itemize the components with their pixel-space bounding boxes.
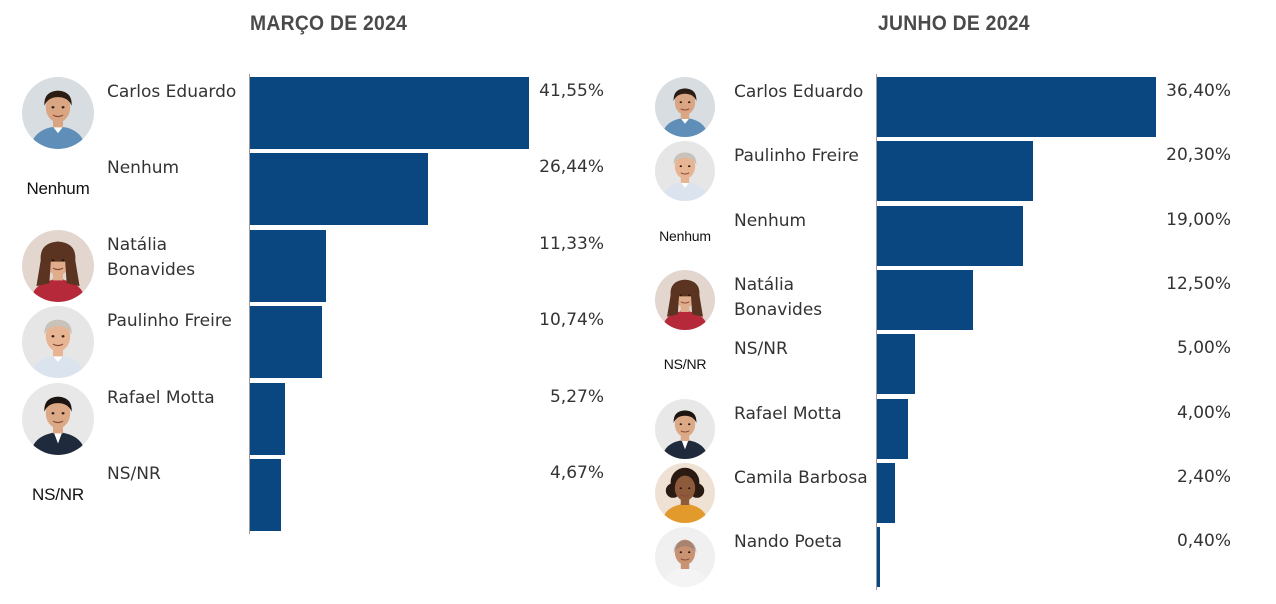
bar <box>250 459 282 531</box>
avatar-text-badge: NS/NR <box>22 459 94 531</box>
chart-title: JUNHO DE 2024 <box>878 12 1030 35</box>
data-label: 11,33% <box>539 233 604 254</box>
avatar-text-badge: Nenhum <box>22 153 94 226</box>
bar <box>877 205 1023 266</box>
category-label: NS/NR <box>107 464 161 484</box>
bar <box>877 462 896 523</box>
bar <box>250 229 327 302</box>
bar <box>877 527 881 588</box>
data-label: 19,00% <box>1166 209 1231 230</box>
avatar-photo <box>655 141 715 202</box>
bar <box>250 306 323 379</box>
category-label: Nando Poeta <box>734 532 843 553</box>
category-label: NS/NR <box>734 339 788 360</box>
category-label: Natália Bonavides <box>107 234 196 280</box>
chart-march-2024: MARÇO DE 2024 Carlos Eduardo 41,55% Nenhum… <box>0 0 620 604</box>
category-label: Paulinho Freire <box>107 311 232 332</box>
category-axis-line <box>249 74 250 534</box>
category-label: Carlos Eduardo <box>734 82 864 102</box>
bar <box>250 153 428 226</box>
avatar-text-badge: NS/NR <box>655 334 715 395</box>
data-label: 10,74% <box>539 310 604 331</box>
category-label: Nenhum <box>107 158 180 179</box>
category-label: Rafael Motta <box>107 387 215 408</box>
bar <box>877 398 908 459</box>
category-label: Rafael Motta <box>734 403 842 424</box>
avatar-photo <box>655 527 715 588</box>
category-label: Carlos Eduardo <box>107 82 237 102</box>
avatar-photo <box>655 269 715 330</box>
data-label: 41,55% <box>539 81 604 101</box>
data-label: 4,00% <box>1176 402 1231 423</box>
data-label: 36,40% <box>1166 81 1231 101</box>
bar <box>250 382 286 455</box>
data-label: 20,30% <box>1166 145 1231 166</box>
data-label: 26,44% <box>539 157 604 178</box>
avatar-text-badge: Nenhum <box>655 205 715 266</box>
avatar-photo <box>22 77 94 149</box>
category-label: Nenhum <box>734 210 807 231</box>
data-label: 2,40% <box>1176 466 1231 487</box>
bar <box>877 77 1156 137</box>
bar <box>250 77 529 149</box>
data-label: 4,67% <box>549 463 604 483</box>
category-axis-line <box>876 74 877 590</box>
avatar-photo <box>655 398 715 459</box>
chart-title: MARÇO DE 2024 <box>250 12 408 35</box>
avatar-photo <box>655 462 715 523</box>
bar <box>877 269 973 330</box>
data-label: 12,50% <box>1166 273 1231 294</box>
avatar-photo <box>22 229 94 302</box>
bar <box>877 334 916 395</box>
bar <box>877 141 1033 202</box>
category-label: Camila Barbosa <box>734 467 868 488</box>
data-label: 5,00% <box>1176 338 1231 359</box>
data-label: 5,27% <box>549 386 604 407</box>
category-label: Natália Bonavides <box>734 274 823 320</box>
avatar-photo <box>655 77 715 137</box>
avatar-photo <box>22 306 94 379</box>
data-label: 0,40% <box>1176 531 1231 552</box>
category-label: Paulinho Freire <box>734 146 859 167</box>
avatar-photo <box>22 382 94 455</box>
